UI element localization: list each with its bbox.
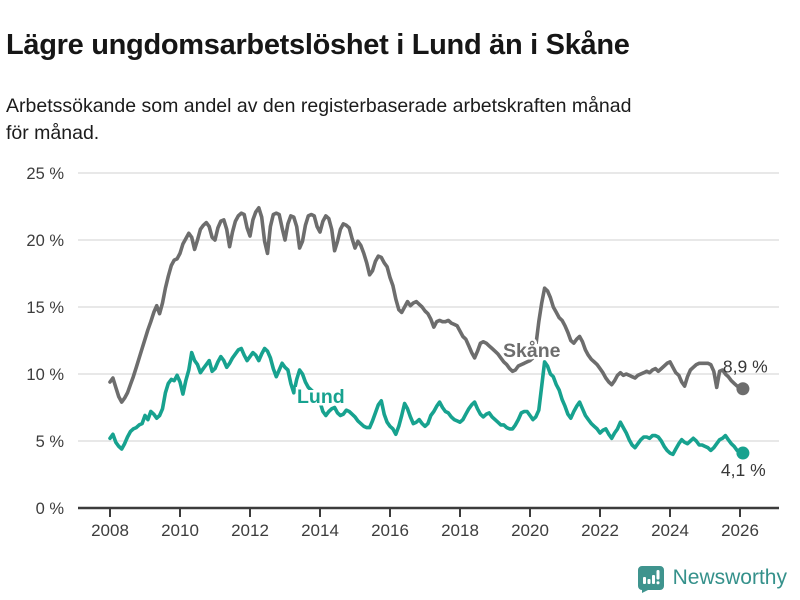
y-tick-label-15: 15 % xyxy=(26,299,64,317)
series-name-label-skane: Skåne xyxy=(503,339,561,362)
y-tick-label-20: 20 % xyxy=(26,232,64,250)
logo-bar-1 xyxy=(642,576,646,584)
y-tick-label-25: 25 % xyxy=(26,165,64,183)
chart-subtitle-line2: för månad. xyxy=(6,121,100,144)
x-tick-label-2016: 2016 xyxy=(371,521,409,540)
newsworthy-logo-icon xyxy=(637,565,664,593)
x-tick-label-2012: 2012 xyxy=(231,521,269,540)
series-line-skane xyxy=(108,206,745,404)
series-end-label-lund: 4,1 % xyxy=(721,460,766,480)
y-tick-label-10: 10 % xyxy=(26,366,64,384)
series-line-lund xyxy=(108,346,745,457)
x-tick-label-2010: 2010 xyxy=(161,521,199,540)
x-tick-label-2014: 2014 xyxy=(301,521,339,540)
x-tick-label-2024: 2024 xyxy=(651,521,689,540)
x-tick-label-2008: 2008 xyxy=(91,521,129,540)
y-tick-label-5: 5 % xyxy=(36,433,65,451)
y-tick-label-0: 0 % xyxy=(36,500,65,518)
series-end-label-skane: 8,9 % xyxy=(723,357,768,377)
chart-subtitle-line1: Arbetssökande som andel av den registerb… xyxy=(6,94,632,117)
series-name-label-lund: Lund xyxy=(297,386,345,408)
logo-bar-2 xyxy=(647,578,651,584)
brand-name: Newsworthy xyxy=(672,566,787,589)
x-tick-label-2018: 2018 xyxy=(441,521,479,540)
x-tick-label-2020: 2020 xyxy=(511,521,549,540)
logo-bar-3 xyxy=(651,574,655,584)
logo-bubble xyxy=(637,565,664,593)
x-tick-label-2022: 2022 xyxy=(581,521,619,540)
newsworthy-brand-link[interactable]: Newsworthy xyxy=(637,562,787,594)
logo-exclamation-bar xyxy=(656,569,660,579)
logo-exclamation-dot xyxy=(656,580,660,584)
chart-subtitle: Arbetssökande som andel av den registerb… xyxy=(6,93,794,147)
page-title: Lägre ungdomsarbetslöshet i Lund än i Sk… xyxy=(6,29,630,62)
x-tick-label-2026: 2026 xyxy=(721,521,759,540)
series-end-dot-lund xyxy=(736,446,750,460)
series-end-dot-skane xyxy=(736,382,750,396)
